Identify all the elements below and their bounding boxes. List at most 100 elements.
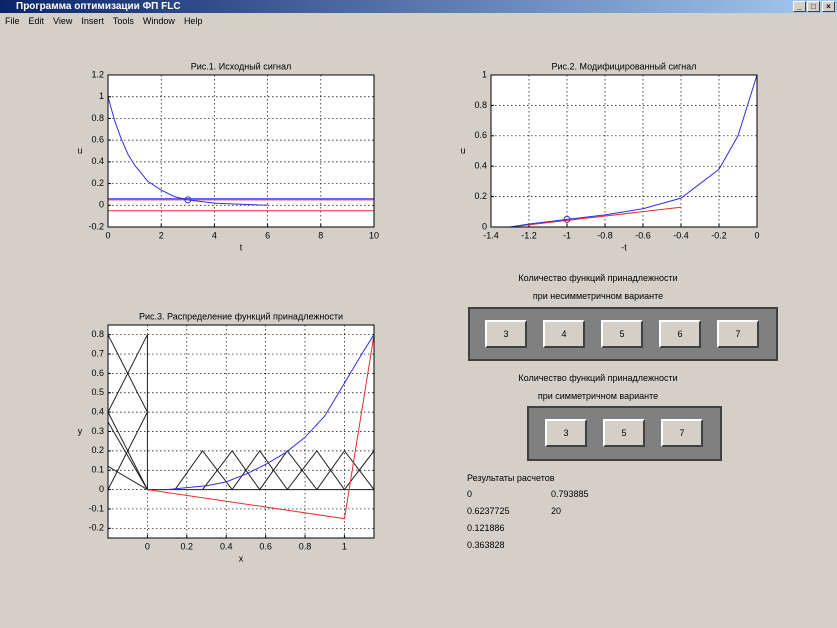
y-tick-label: 0.8 bbox=[91, 329, 104, 339]
x-tick-label: -0.8 bbox=[597, 230, 613, 240]
y-axis-label: u bbox=[460, 145, 465, 155]
menu-item[interactable]: Window bbox=[142, 16, 175, 26]
series-line bbox=[108, 334, 148, 490]
y-tick-label: 0.2 bbox=[91, 178, 104, 188]
y-tick-label: -0.2 bbox=[88, 221, 104, 231]
y-axis-label: y bbox=[78, 426, 83, 436]
result-value: 0.363828 bbox=[467, 540, 505, 550]
close-button[interactable]: × bbox=[822, 1, 835, 12]
x-tick-label: 0 bbox=[145, 541, 150, 551]
y-tick-label: 0.6 bbox=[91, 368, 104, 378]
count-button[interactable]: 5 bbox=[601, 320, 643, 348]
y-tick-label: 0.1 bbox=[91, 465, 104, 475]
x-tick-label: -1 bbox=[563, 230, 571, 240]
menu-item[interactable]: File bbox=[5, 16, 20, 26]
result-value: 0.6237725 bbox=[467, 506, 510, 516]
x-tick-label: 0 bbox=[754, 230, 759, 240]
panel-label: Количество функций принадлежности bbox=[518, 373, 678, 383]
series-line bbox=[108, 334, 148, 490]
menu-bar: File Edit View Insert Tools Window Help bbox=[0, 14, 202, 29]
x-tick-label: 8 bbox=[318, 230, 323, 240]
y-tick-label: 0.4 bbox=[91, 156, 104, 166]
menu-item[interactable]: View bbox=[53, 16, 73, 26]
menu-item[interactable]: Insert bbox=[81, 16, 104, 26]
y-tick-label: 1.2 bbox=[91, 69, 104, 79]
maximize-button[interactable]: □ bbox=[807, 1, 820, 12]
x-tick-label: 0.6 bbox=[259, 541, 272, 551]
series-line bbox=[509, 75, 757, 227]
count-button[interactable]: 7 bbox=[661, 419, 703, 447]
marker bbox=[563, 215, 571, 223]
chart-title: Рис.1. Исходный сигнал bbox=[191, 61, 291, 71]
x-axis-label: t bbox=[240, 242, 243, 252]
menu-item[interactable]: Help bbox=[183, 16, 203, 26]
y-tick-label: 0.4 bbox=[474, 161, 487, 171]
y-tick-label: 0 bbox=[99, 200, 104, 210]
marker bbox=[184, 196, 192, 204]
series-line bbox=[108, 421, 149, 491]
x-tick-label: 4 bbox=[212, 230, 217, 240]
axes-frame bbox=[107, 324, 375, 539]
panel-label: Количество функций принадлежности bbox=[518, 273, 678, 283]
chart-title: Рис.2. Модифицированный сигнал bbox=[551, 61, 696, 71]
count-button[interactable]: 6 bbox=[659, 320, 701, 348]
result-value: 0.793885 bbox=[551, 489, 589, 499]
result-value: 0.121886 bbox=[467, 523, 505, 533]
y-tick-label: 0.7 bbox=[91, 348, 104, 358]
axes-frame bbox=[490, 74, 758, 228]
count-button[interactable]: 5 bbox=[603, 419, 645, 447]
series-line bbox=[147, 334, 374, 520]
y-tick-label: 0.3 bbox=[91, 426, 104, 436]
y-tick-label: 0 bbox=[482, 221, 487, 231]
count-button[interactable]: 3 bbox=[545, 419, 587, 447]
x-tick-label: -1.2 bbox=[521, 230, 537, 240]
plot-area bbox=[108, 75, 374, 227]
axes-frame bbox=[107, 74, 375, 228]
x-tick-label: 0.2 bbox=[181, 541, 194, 551]
y-tick-label: 0.6 bbox=[474, 130, 487, 140]
y-tick-label: 1 bbox=[482, 69, 487, 79]
y-tick-label: 0.2 bbox=[474, 191, 487, 201]
y-tick-label: -0.2 bbox=[88, 523, 104, 533]
result-value: 0 bbox=[467, 489, 473, 499]
x-tick-label: 0.8 bbox=[299, 541, 312, 551]
y-tick-label: 0.8 bbox=[91, 113, 104, 123]
x-axis-label: x bbox=[239, 553, 244, 563]
chart-title: Рис.3. Распределение функций принадлежно… bbox=[139, 311, 343, 321]
menu-item[interactable]: Edit bbox=[28, 16, 45, 26]
y-tick-label: 1 bbox=[99, 91, 104, 101]
y-tick-label: 0.2 bbox=[91, 445, 104, 455]
plot-area bbox=[491, 75, 757, 227]
x-tick-label: -0.2 bbox=[711, 230, 727, 240]
window-title: Программа оптимизации ФП FLC bbox=[16, 1, 181, 12]
series-line bbox=[108, 96, 268, 206]
x-axis-label: -t bbox=[621, 242, 627, 252]
y-tick-label: 0.6 bbox=[91, 135, 104, 145]
x-tick-label: 10 bbox=[369, 230, 379, 240]
x-tick-label: 6 bbox=[265, 230, 270, 240]
y-tick-label: 0.4 bbox=[91, 407, 104, 417]
panel-label: при симметричном варианте bbox=[537, 391, 659, 401]
y-tick-label: 0 bbox=[99, 484, 104, 494]
results-title: Результаты расчетов bbox=[467, 473, 555, 483]
count-button[interactable]: 3 bbox=[485, 320, 527, 348]
count-button[interactable]: 4 bbox=[543, 320, 585, 348]
panel-label: при несимметричном варианте bbox=[532, 291, 664, 301]
y-tick-label: 0.5 bbox=[91, 387, 104, 397]
minimize-button[interactable]: _ bbox=[793, 1, 806, 12]
y-axis-label: u bbox=[77, 145, 82, 155]
y-tick-label: -0.1 bbox=[88, 503, 104, 513]
x-tick-label: -1.4 bbox=[483, 230, 499, 240]
count-button[interactable]: 7 bbox=[717, 320, 759, 348]
result-value: 20 bbox=[551, 506, 562, 516]
x-tick-label: 2 bbox=[159, 230, 164, 240]
title-bar: Программа оптимизации ФП FLC _ □ × bbox=[0, 0, 837, 13]
y-tick-label: 0.8 bbox=[474, 100, 487, 110]
x-tick-label: 0 bbox=[105, 230, 110, 240]
menu-item[interactable]: Tools bbox=[112, 16, 134, 26]
x-tick-label: -0.4 bbox=[673, 230, 689, 240]
